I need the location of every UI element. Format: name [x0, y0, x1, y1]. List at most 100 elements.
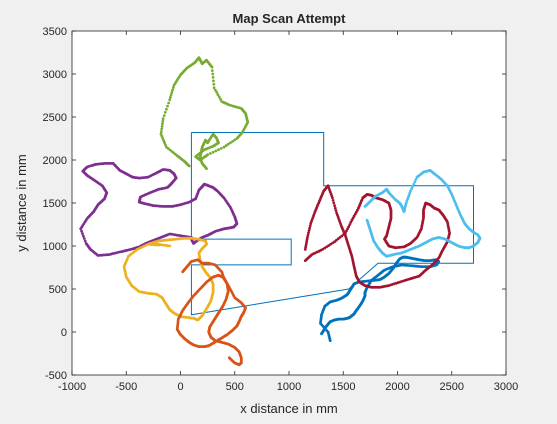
scan-point: [339, 222, 342, 225]
scan-point: [165, 107, 168, 111]
scan-point: [309, 222, 313, 226]
y-tick-label: -500: [45, 370, 67, 382]
scan-point: [219, 97, 222, 101]
scan-point: [162, 114, 166, 117]
scan-series-7: [363, 168, 482, 258]
scan-point: [327, 244, 330, 248]
scan-point: [171, 86, 175, 89]
x-tick-label: 1000: [277, 381, 301, 393]
y-axis-ticks: -500 0 500 1000 1500 2000 2500 3000 3500: [43, 26, 506, 382]
scan-point: [165, 145, 168, 149]
y-tick-label: 3000: [43, 69, 67, 81]
scan-point: [161, 137, 165, 140]
scan-point: [233, 138, 237, 142]
scan-point: [345, 229, 348, 233]
scan-point: [411, 185, 415, 188]
map-outline: [190, 132, 474, 316]
scan-point: [159, 130, 163, 134]
x-tick-label: -1000: [58, 381, 86, 393]
scan-point: [82, 234, 85, 238]
scan-point: [205, 167, 208, 171]
scan-point: [219, 147, 223, 150]
scan-point: [320, 332, 323, 336]
map-outline-layer: [190, 132, 474, 316]
scan-series-5: [319, 255, 441, 342]
scan-point: [171, 88, 174, 92]
scan-point: [208, 152, 212, 155]
scan-point: [409, 189, 412, 193]
scan-point: [162, 139, 166, 143]
scan-point: [82, 237, 86, 240]
scan-series-layer: [79, 56, 482, 367]
scan-point: [412, 182, 416, 186]
y-tick-label: 3500: [43, 26, 67, 38]
y-tick-label: 2000: [43, 155, 67, 167]
y-tick-label: 0: [61, 327, 67, 339]
chart-title: Map Scan Attempt: [233, 11, 347, 26]
scan-point: [235, 137, 239, 140]
scan-point: [346, 227, 349, 231]
scan-point: [216, 93, 220, 96]
y-tick-label: 500: [49, 284, 67, 296]
scan-point: [333, 204, 336, 208]
scan-point: [321, 248, 324, 251]
scan-point: [160, 134, 164, 138]
scan-point: [414, 178, 418, 181]
scan-point: [332, 201, 336, 205]
scan-point: [348, 223, 352, 226]
scan-point: [81, 232, 84, 236]
scan-point: [410, 187, 413, 191]
scan-point: [308, 226, 311, 230]
scan-point: [210, 69, 214, 72]
scan-point: [161, 119, 165, 123]
scan-point: [227, 356, 231, 360]
x-tick-label: 2500: [440, 381, 464, 393]
y-axis-label: y distance in mm: [14, 154, 29, 252]
scan-point: [303, 248, 307, 251]
scan-point: [169, 93, 173, 97]
scan-point: [222, 145, 226, 149]
scan-point: [211, 150, 215, 154]
scan-point: [80, 229, 83, 233]
scan-point: [167, 101, 171, 105]
scan-point: [160, 125, 164, 128]
scan-point: [334, 209, 338, 213]
scan-point: [307, 231, 310, 235]
scan-series-3: [122, 236, 215, 322]
scan-point: [168, 244, 172, 248]
scan-series-1: [159, 56, 250, 171]
scan-point: [215, 90, 219, 94]
x-tick-label: 500: [226, 381, 244, 393]
y-tick-label: 1500: [43, 198, 67, 210]
scan-series-2: [79, 162, 239, 257]
scan-point: [161, 117, 165, 121]
y-tick-label: 2500: [43, 112, 67, 124]
scan-point: [335, 211, 339, 215]
scan-point: [163, 141, 167, 145]
scan-point: [217, 148, 220, 152]
scan-series-4: [175, 258, 248, 367]
scan-point: [217, 95, 221, 99]
x-tick-label: 2000: [385, 381, 409, 393]
scan-point: [349, 220, 353, 224]
scan-point: [306, 233, 310, 237]
x-axis-label: x distance in mm: [240, 401, 338, 416]
scan-point: [331, 241, 334, 245]
scan-point: [329, 242, 332, 246]
scan-point: [83, 239, 87, 243]
axes-background: [72, 31, 506, 375]
scan-point: [214, 88, 217, 92]
x-tick-label: -500: [115, 381, 137, 393]
scan-point: [84, 242, 88, 245]
scan-point: [170, 91, 174, 94]
scan-point: [164, 143, 167, 147]
scan-point: [159, 132, 163, 136]
scan-point: [161, 122, 164, 126]
scan-point: [413, 180, 417, 184]
scan-point: [211, 72, 215, 76]
x-axis-ticks: -1000 -500 0 500 1000 1500 2000 2500 3000: [58, 31, 518, 393]
scan-point: [325, 245, 328, 249]
scan-point: [307, 229, 311, 232]
scan-point: [365, 218, 369, 222]
scan-point: [214, 149, 218, 153]
